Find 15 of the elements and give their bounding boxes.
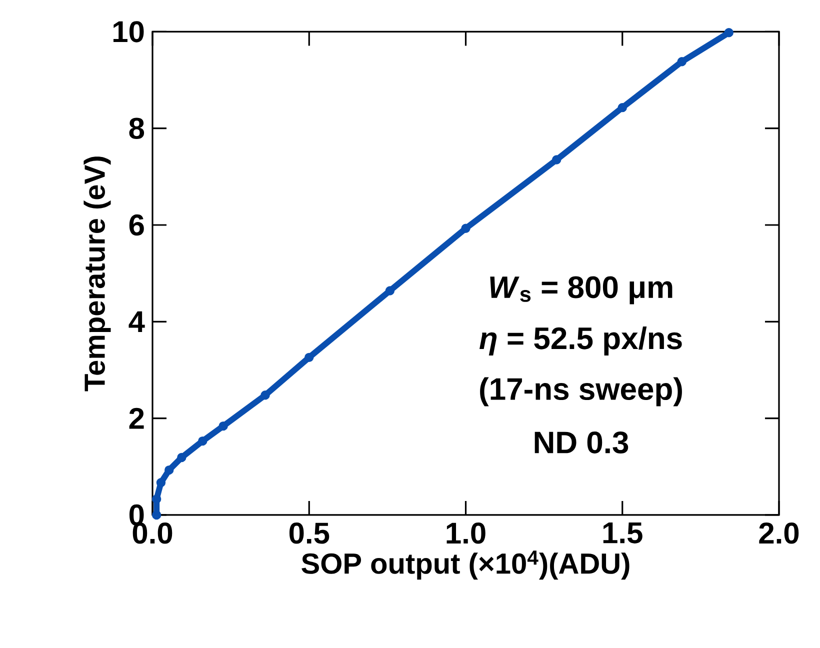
annotation: W$_{s}$ = 800 μm (490, 276, 672, 304)
y-tick-label: 10 (113, 21, 144, 42)
y-tick-label: 6 (129, 214, 144, 236)
annotation: ND 0.3 (534, 432, 628, 454)
x-tick-label: 1.5 (603, 522, 642, 544)
x-tick-label: 2.0 (759, 522, 799, 544)
y-axis-title: Temperature (eV) (84, 156, 111, 392)
x-tick-label: 1.0 (446, 522, 486, 544)
y-tick-label: 2 (129, 408, 144, 429)
x-tick-label: 0.5 (289, 522, 330, 544)
y-tick-label: 8 (129, 118, 144, 139)
annotation: (17-ns sweep) (480, 377, 682, 406)
x-axis-title: SOP output (×10$^{4}$)(ADU) (302, 550, 630, 580)
annotation: η = 52.5 px/ns (480, 326, 682, 356)
y-tick-label: 4 (128, 311, 145, 332)
